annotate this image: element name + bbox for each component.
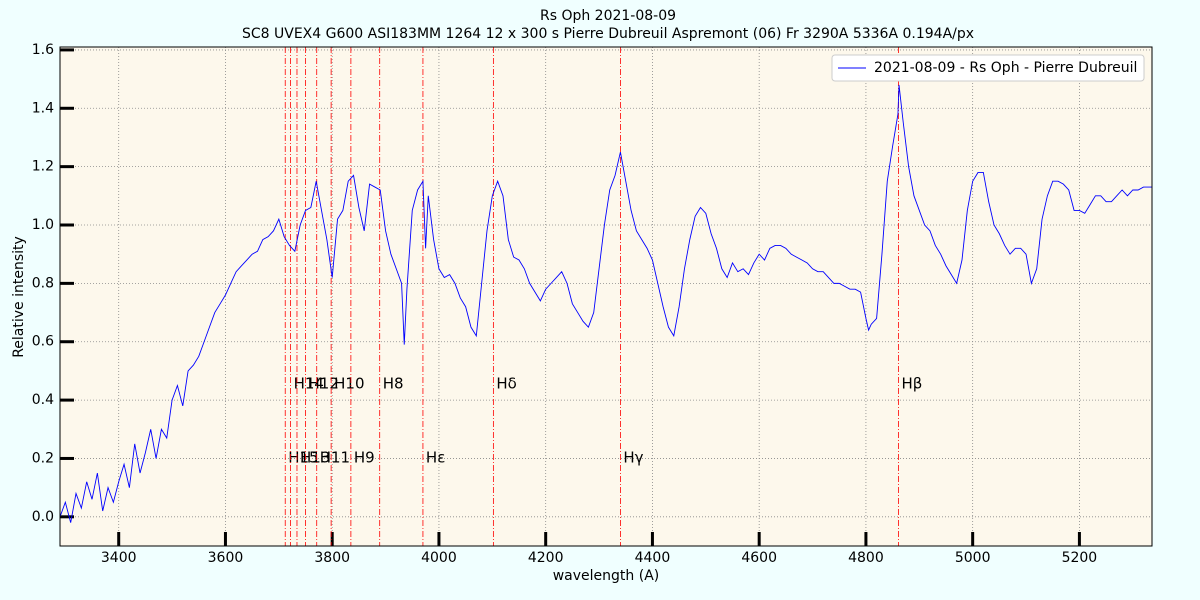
legend-box <box>831 54 1145 82</box>
x-axis-label: wavelength (A) <box>553 568 660 584</box>
x-tick-label: 3800 <box>314 550 350 566</box>
x-tick-label: 5000 <box>955 550 991 566</box>
plot-area <box>60 47 1152 546</box>
x-tick-label: 5200 <box>1062 550 1098 566</box>
chart-subtitle: SC8 UVEX4 G600 ASI183MM 1264 12 x 300 s … <box>242 26 974 42</box>
y-tick-label: 1.0 <box>32 217 54 233</box>
marker-label: H11 <box>320 449 350 467</box>
x-tick-label: 4400 <box>635 550 671 566</box>
y-tick-label: 0.2 <box>32 450 54 466</box>
y-tick-label: 0.0 <box>32 509 54 525</box>
y-tick-label: 1.4 <box>32 100 54 116</box>
x-tick-label: 4600 <box>741 550 777 566</box>
y-tick-label: 0.6 <box>32 334 54 350</box>
y-tick-label: 0.8 <box>32 275 54 291</box>
x-tick-label: 3600 <box>208 550 244 566</box>
x-tick-label: 4000 <box>421 550 457 566</box>
marker-label: Hγ <box>623 449 643 467</box>
marker-label: H15 <box>288 449 318 467</box>
marker-label: H13 <box>300 449 330 467</box>
y-axis-label: Relative intensity <box>11 236 27 358</box>
x-tick-label: 4800 <box>848 550 884 566</box>
y-tick-label: 0.4 <box>32 392 54 408</box>
y-tick-label: 1.6 <box>32 42 54 58</box>
marker-label: H9 <box>354 449 375 467</box>
chart-title: Rs Oph 2021-08-09 <box>540 8 676 24</box>
plot-frame <box>59 46 1153 547</box>
marker-label: H8 <box>383 375 404 393</box>
x-tick-label: 3400 <box>101 550 137 566</box>
marker-label: Hβ <box>901 375 922 393</box>
y-tick-label: 1.2 <box>32 159 54 175</box>
x-tick-label: 4200 <box>528 550 564 566</box>
spectrum-line <box>59 84 1152 523</box>
marker-label: H10 <box>334 375 364 393</box>
legend-label: 2021-08-09 - Rs Oph - Pierre Dubreuil <box>874 60 1137 76</box>
marker-label: Hδ <box>496 375 516 393</box>
marker-label: Hε <box>426 449 445 467</box>
